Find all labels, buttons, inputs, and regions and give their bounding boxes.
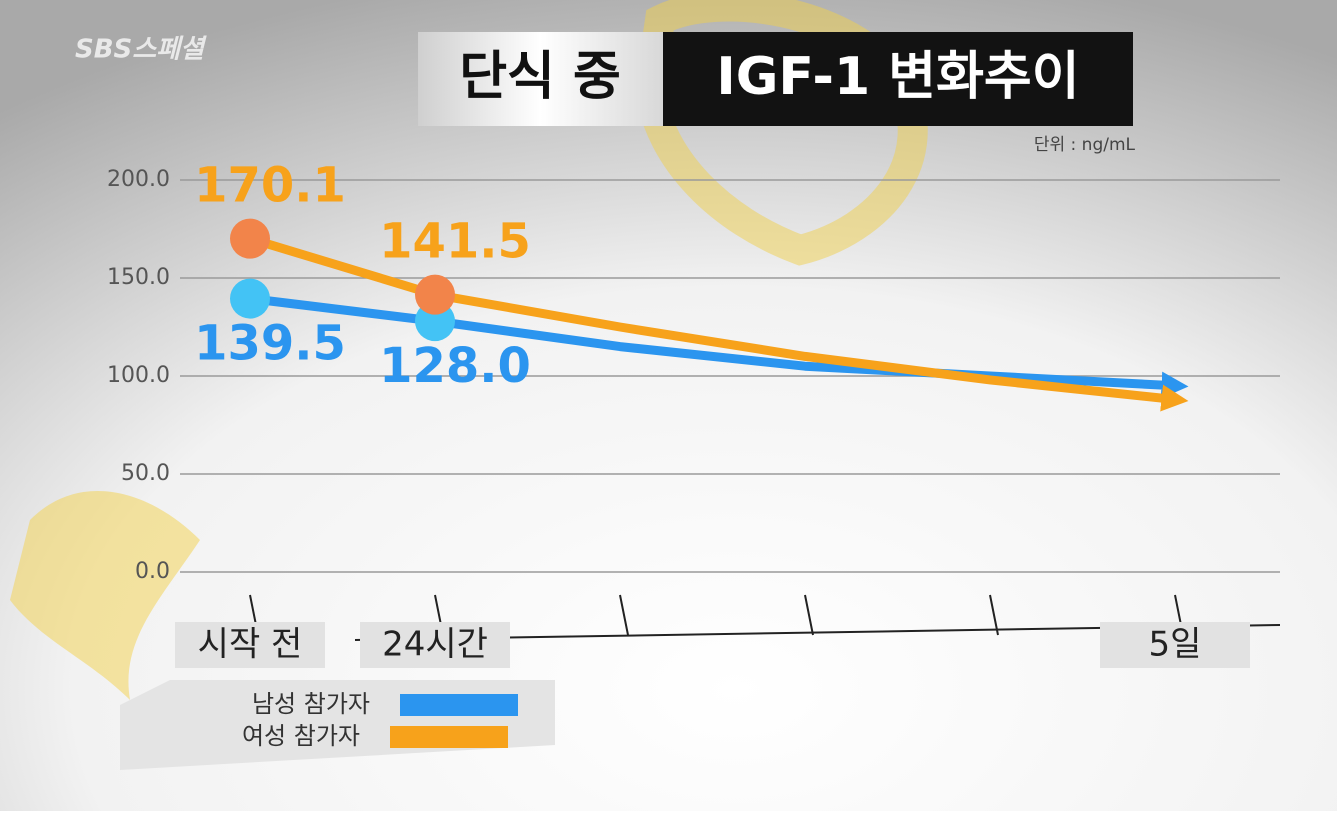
- chart-title: 단식 중: [459, 47, 621, 107]
- y-tick-label: 200.0: [107, 167, 170, 192]
- series-line: [248, 234, 1189, 412]
- x-tick-label: 24시간: [382, 625, 488, 665]
- legend-label: 남성 참가자: [252, 690, 370, 718]
- data-point: [415, 274, 455, 315]
- y-tick-label: 0.0: [135, 559, 170, 584]
- chart-title-highlight: IGF-1 변화추이: [716, 47, 1079, 107]
- unit-label: 단위 : ng/mL: [1034, 135, 1136, 155]
- x-tick: [989, 594, 999, 636]
- decoration: [10, 491, 200, 700]
- legend-swatch: [400, 694, 518, 716]
- x-tick-label: 시작 전: [198, 625, 303, 665]
- legend-label: 여성 참가자: [242, 722, 360, 750]
- x-tick: [804, 594, 814, 636]
- x-tick: [619, 594, 629, 636]
- x-tick-box: [175, 622, 325, 668]
- y-tick-label: 100.0: [107, 363, 170, 388]
- x-tick-box: [1100, 622, 1250, 668]
- data-label: 139.5: [194, 316, 346, 372]
- y-tick-label: 150.0: [107, 265, 170, 290]
- data-point: [230, 218, 270, 259]
- data-label: 170.1: [194, 158, 346, 214]
- series-line: [249, 294, 1189, 399]
- logo: SBS스페셜: [75, 35, 207, 65]
- y-tick-label: 50.0: [121, 461, 170, 486]
- x-tick-label: 5일: [1149, 625, 1202, 665]
- title-box: [418, 32, 663, 126]
- legend-swatch: [390, 726, 508, 748]
- data-label: 141.5: [379, 214, 531, 270]
- data-point: [230, 278, 270, 319]
- x-tick-box: [360, 622, 510, 668]
- title-box: [663, 32, 1133, 126]
- data-label: 128.0: [379, 338, 531, 394]
